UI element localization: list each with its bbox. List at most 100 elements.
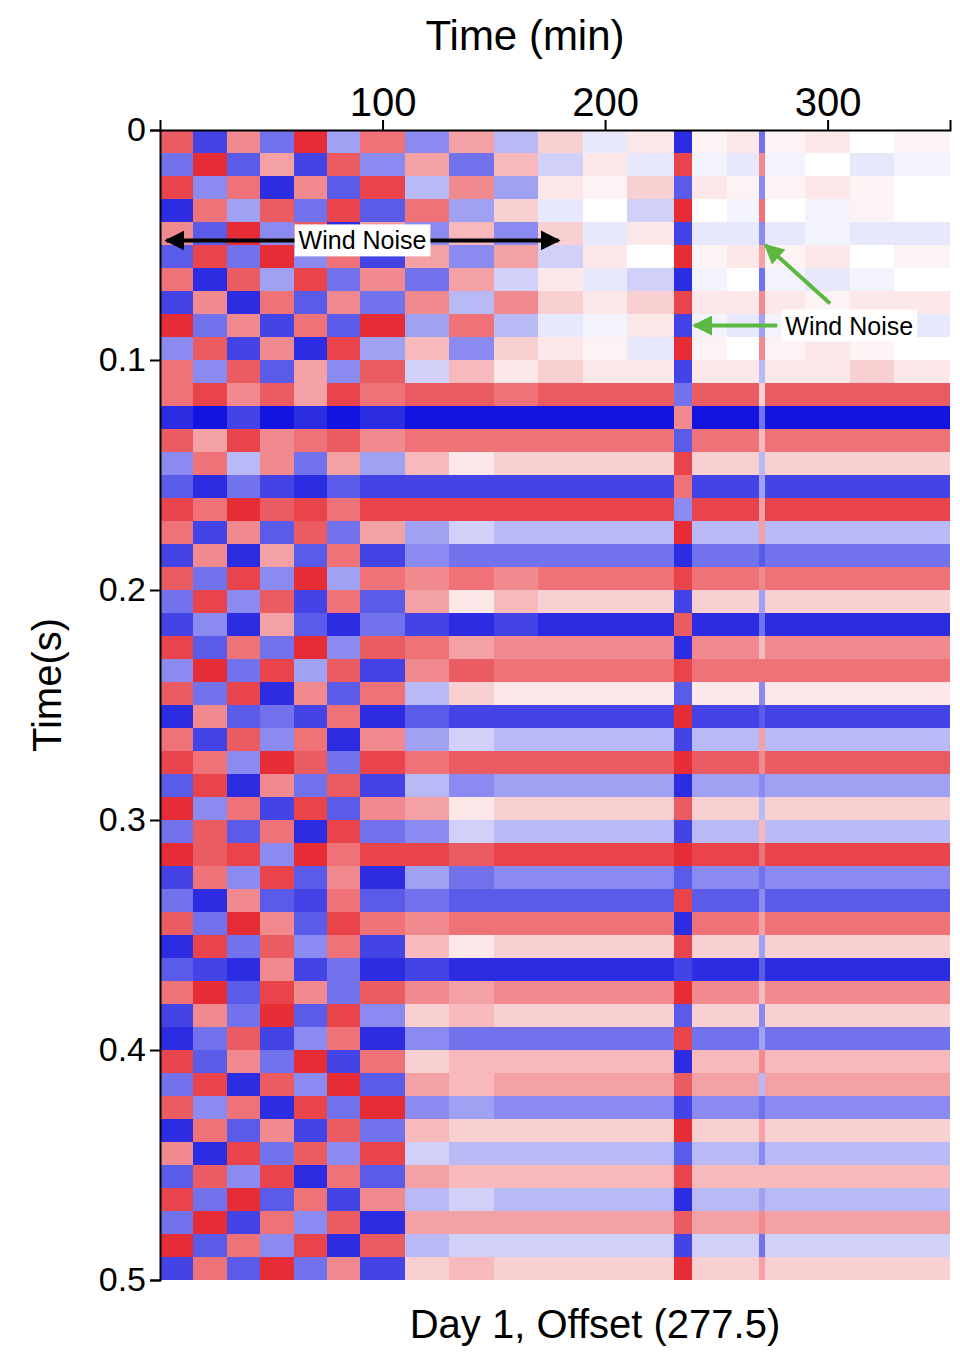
cell [260,705,294,729]
cell [759,1142,766,1166]
y-tick-mark [150,820,160,822]
cell [227,866,261,890]
cell [759,337,766,361]
cell [759,1257,766,1280]
cell [674,452,692,476]
cell [627,889,674,913]
cell [294,1188,328,1212]
cell [727,1050,759,1074]
cell [805,498,850,522]
cell [160,567,194,591]
cell [583,475,628,499]
cell [759,751,766,775]
cell [449,751,494,775]
cell [727,521,759,545]
cell [160,544,194,568]
cell [405,199,450,223]
cell [227,360,261,384]
y-axis-title: Time(s) [25,618,69,752]
cell [294,1234,328,1258]
cell [692,1096,728,1120]
cell [160,889,194,913]
cell [727,268,759,292]
cell [193,567,227,591]
cell [765,1096,806,1120]
cell [894,1211,950,1235]
cell [765,521,806,545]
cell [692,1050,728,1074]
cell [449,1165,494,1189]
cell [405,475,450,499]
cell [227,452,261,476]
cell [405,1165,450,1189]
cell [583,705,628,729]
cell [805,613,850,637]
cell [405,498,450,522]
cell [449,406,494,430]
cell [894,1119,950,1143]
cell [850,659,895,683]
cell [727,958,759,982]
cell [360,1050,405,1074]
cell [449,705,494,729]
cell [227,1211,261,1235]
cell [193,935,227,959]
cell [260,751,294,775]
cell [850,636,895,660]
cell [227,498,261,522]
cell [327,544,361,568]
cell [894,199,950,223]
cell [193,682,227,706]
cell [765,130,806,154]
cell [449,613,494,637]
cell [294,636,328,660]
cell [494,935,539,959]
cell [894,1050,950,1074]
cell [327,613,361,637]
cell [627,498,674,522]
cell [449,291,494,315]
cell [627,728,674,752]
cell [627,521,674,545]
cell [627,1165,674,1189]
cell [193,1142,227,1166]
cell [850,613,895,637]
cell [583,1142,628,1166]
cell [727,1165,759,1189]
cell [294,199,328,223]
cell [227,682,261,706]
cell [850,222,895,246]
cell [294,613,328,637]
cell [360,406,405,430]
cell [227,130,261,154]
cell [405,889,450,913]
cell [627,1119,674,1143]
cells [160,130,950,1280]
cell [765,958,806,982]
cell [692,337,728,361]
cell [850,1211,895,1235]
cell [805,1234,850,1258]
cell [674,728,692,752]
cell [759,245,766,269]
cell [538,1073,583,1097]
cell [765,1257,806,1280]
cell [759,222,766,246]
cell [360,199,405,223]
cell [538,843,583,867]
cell [193,889,227,913]
cell [765,774,806,798]
cell [692,1119,728,1143]
cell [160,1027,194,1051]
cell [227,728,261,752]
cell [494,521,539,545]
cell [193,1073,227,1097]
cell [674,751,692,775]
cell [627,1027,674,1051]
cell [759,935,766,959]
cell [227,475,261,499]
cell [627,337,674,361]
cell [674,544,692,568]
cell [727,682,759,706]
cell [805,1119,850,1143]
